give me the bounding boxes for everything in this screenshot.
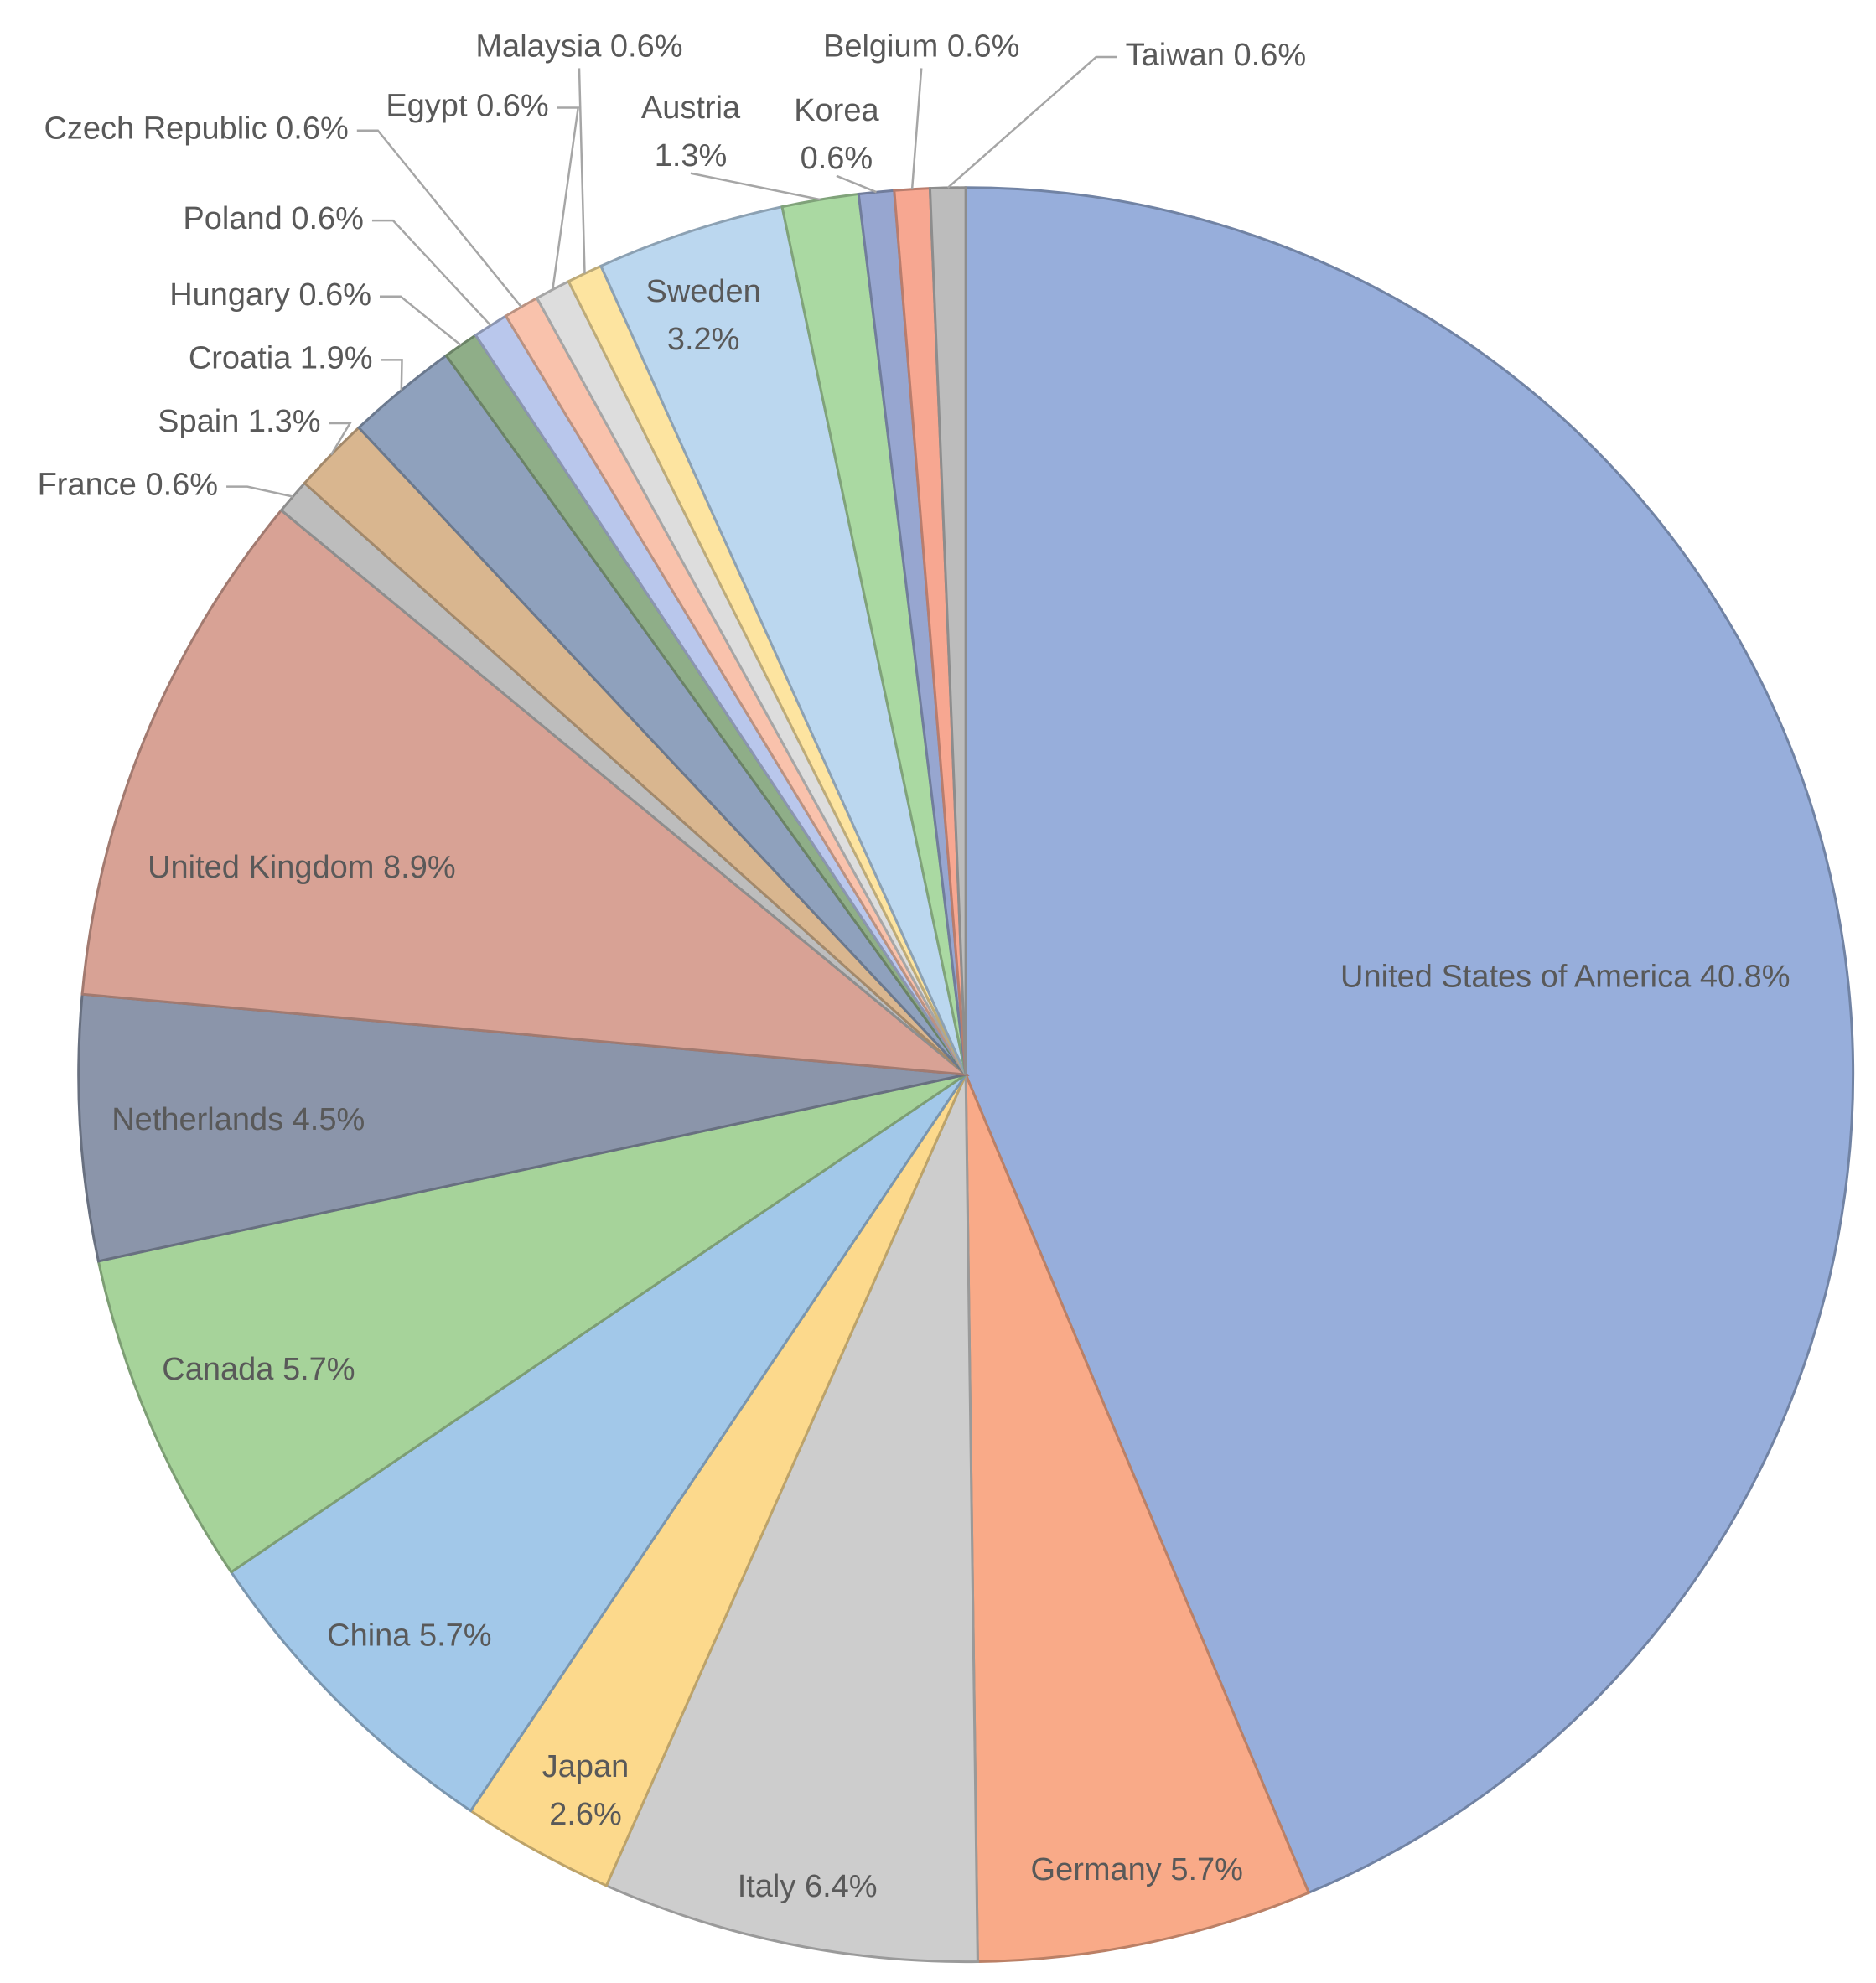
slice-name: Japan [542,1749,630,1784]
slice-name: Korea [794,93,879,128]
slice-label: Austria 1.3% [641,91,741,173]
slice-name: Taiwan [1126,38,1225,73]
slice-name: Spain [158,404,239,439]
leader-line [578,68,586,274]
slice-label: Belgium 0.6% [823,28,1019,64]
slice-label: United States of America 40.8% [1340,959,1790,994]
slice-label: Korea 0.6% [794,93,879,176]
pie-slice [964,186,1855,1895]
pie-slice [229,1073,967,1813]
slice-value: 1.3% [248,404,321,439]
slice-label: Spain 1.3% [158,404,320,439]
slice-label: Sweden 3.2% [645,274,760,357]
slice-name: Germany [1031,1852,1162,1887]
pie-slice [77,992,967,1263]
slice-value: 5.7% [1170,1852,1243,1887]
slice-value: 0.6% [145,468,218,503]
slice-name: Italy [738,1869,796,1904]
slice-name: China [327,1618,411,1654]
slice-name: France [38,468,137,503]
slice-value: 0.6% [291,201,364,236]
pie-slice [604,1074,979,1964]
slice-label: Germany 5.7% [1031,1852,1243,1887]
slice-value: 40.8% [1700,959,1790,994]
leader-line [836,174,877,194]
slice-name: Belgium [823,28,938,64]
leader-line [371,219,492,327]
slice-name: Egypt [386,89,468,124]
slice-name: Malaysia [475,28,602,64]
slice-label: Italy 6.4% [738,1869,878,1904]
leader-line [380,295,462,346]
slice-value: 0.6% [1234,38,1307,73]
leader-line [381,359,403,391]
slice-name: Canada [162,1352,274,1387]
slice-label: Taiwan 0.6% [1126,38,1306,73]
leader-line [329,422,352,456]
leader-line [910,68,923,189]
pie-slice [599,205,967,1075]
leader-line [226,485,293,498]
slice-label: Poland 0.6% [183,201,364,236]
slice-label: Malaysia 0.6% [475,28,682,64]
slice-name: Austria [641,91,741,126]
slice-label: Hungary 0.6% [169,277,371,313]
slice-name: United Kingdom [148,850,374,885]
slice-label: China 5.7% [327,1618,491,1654]
slice-label: Egypt 0.6% [386,89,548,124]
slice-value: 0.6% [801,141,873,176]
slice-value: 0.6% [610,28,683,64]
slice-value: 6.4% [805,1869,878,1904]
slice-name: Poland [183,201,282,236]
pie-slice [80,508,970,1077]
slice-value: 0.6% [476,89,549,124]
slice-label: Japan 2.6% [542,1749,630,1832]
leader-line [690,172,821,201]
slice-value: 0.6% [947,28,1020,64]
slice-value: 4.5% [293,1102,365,1137]
slice-label: United Kingdom 8.9% [148,850,456,885]
slice-value: 5.7% [282,1352,355,1387]
slice-name: United States of America [1340,959,1692,994]
slice-name: Croatia [189,340,292,375]
slice-label: Canada 5.7% [162,1352,355,1387]
slice-value: 1.9% [300,340,373,375]
slice-value: 5.7% [419,1618,492,1654]
slice-label: Czech Republic 0.6% [44,111,348,147]
slice-value: 1.3% [655,138,728,173]
leader-line [946,55,1117,189]
pie-slice [964,1074,1311,1964]
slice-label: France 0.6% [38,468,218,503]
slice-name: Hungary [169,277,290,313]
slice-name: Czech Republic [44,111,267,147]
slice-value: 8.9% [383,850,456,885]
slice-value: 3.2% [667,322,740,357]
slice-value: 0.6% [276,111,349,147]
slice-name: Netherlands [111,1102,283,1137]
leader-line [356,129,522,308]
slice-value: 0.6% [298,277,371,313]
slice-value: 2.6% [549,1797,622,1832]
leader-line [552,106,580,290]
pie-slice [96,1073,967,1574]
slice-name: Sweden [645,274,760,309]
slice-label: Netherlands 4.5% [111,1102,365,1137]
slice-label: Croatia 1.9% [189,340,373,375]
